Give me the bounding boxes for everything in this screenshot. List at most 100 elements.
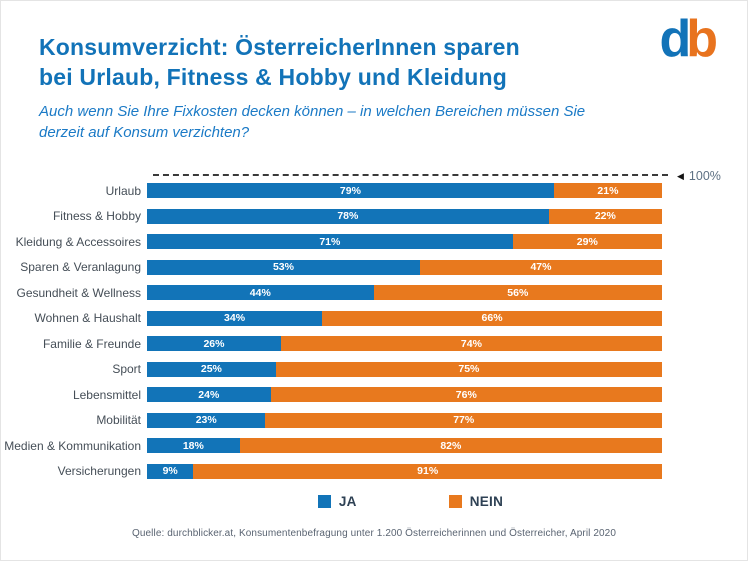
bar-rows-container: Urlaub 79% 21% Fitness & Hobby 78% 22% Kleidun…: [1, 178, 747, 484]
legend-item-ja: JA: [317, 494, 357, 509]
chart-row: Urlaub 79% 21%: [1, 178, 747, 204]
value-label: 26%: [203, 337, 225, 350]
value-label: 9%: [162, 465, 178, 478]
chart-row: Gesundheit & Wellness 44% 56%: [1, 280, 747, 306]
category-label: Medien & Kommunikation: [4, 438, 141, 453]
bar-segment-nein: 76%: [270, 387, 662, 403]
legend-label-nein: NEIN: [469, 494, 504, 509]
bar-segment-ja: 26%: [147, 336, 281, 352]
durchblicker-logo: db: [659, 10, 718, 68]
category-label: Sport: [112, 362, 141, 377]
bar-segment-ja: 9%: [147, 463, 194, 479]
value-label: 25%: [200, 363, 222, 376]
bar-track: 23% 77%: [147, 412, 662, 428]
value-label: 74%: [460, 337, 482, 350]
legend-item-nein: NEIN: [448, 494, 504, 509]
category-label: Mobilität: [96, 413, 141, 428]
bar-track: 44% 56%: [147, 285, 662, 301]
value-label: 79%: [339, 184, 361, 197]
bar-segment-ja: 79%: [147, 183, 554, 199]
bar-track: 71% 29%: [147, 234, 662, 250]
reference-line-100pct: [153, 174, 668, 176]
page-title-line-2: bei Urlaub, Fitness & Hobby und Kleidung: [39, 64, 508, 90]
footer: Quelle: durchblicker.at, Konsumentenbefr…: [1, 528, 747, 539]
bar-segment-nein: 47%: [419, 259, 662, 275]
value-label: 47%: [530, 261, 552, 274]
category-label: Familie & Freunde: [42, 336, 141, 351]
category-label: Lebensmittel: [72, 387, 141, 402]
value-label: 34%: [224, 312, 246, 325]
stacked-bar-chart: ◀ 100% Urlaub 79% 21% Fitness & Hobby 78% 22%…: [1, 164, 747, 509]
value-label: 76%: [455, 388, 477, 401]
category-label: Versicherungen: [57, 464, 141, 479]
bar-track: 34% 66%: [147, 310, 662, 326]
category-label: Kleidung & Accessoires: [15, 234, 141, 249]
bar-segment-nein: 56%: [373, 285, 662, 301]
bar-segment-ja: 78%: [147, 208, 549, 224]
chart-row: Sport 25% 75%: [1, 357, 747, 383]
bar-segment-ja: 25%: [147, 361, 276, 377]
category-label: Fitness & Hobby: [52, 209, 141, 224]
bar-track: 53% 47%: [147, 259, 662, 275]
value-label: 77%: [453, 414, 475, 427]
survey-question-subtitle: Auch wenn Sie Ihre Fixkosten decken könn…: [39, 101, 711, 143]
bar-segment-ja: 53%: [147, 259, 420, 275]
value-label: 29%: [576, 235, 598, 248]
page-title: Konsumverzicht: ÖsterreicherInnen sparen…: [39, 32, 711, 92]
bar-track: 78% 22%: [147, 208, 662, 224]
reference-line-label: ◀ 100%: [677, 169, 721, 183]
bar-segment-ja: 23%: [147, 412, 266, 428]
value-label: 24%: [198, 388, 220, 401]
left-triangle-icon: ◀: [677, 170, 684, 181]
value-label: 53%: [272, 261, 294, 274]
bar-segment-ja: 44%: [147, 285, 374, 301]
chart-row: Mobilität 23% 77%: [1, 408, 747, 434]
source-note: Quelle: durchblicker.at, Konsumentenbefr…: [131, 528, 617, 539]
logo-letter-d: d: [659, 10, 691, 68]
bar-segment-ja: 18%: [147, 438, 240, 454]
chart-row: Lebensmittel 24% 76%: [1, 382, 747, 408]
chart-legend: JA NEIN: [153, 494, 668, 509]
value-label: 56%: [507, 286, 529, 299]
bar-segment-nein: 91%: [193, 463, 662, 479]
value-label: 21%: [597, 184, 619, 197]
reference-line-row: ◀ 100%: [1, 164, 747, 183]
chart-row: Fitness & Hobby 78% 22%: [1, 204, 747, 230]
reference-line-value: 100%: [688, 169, 721, 183]
bar-segment-ja: 34%: [147, 310, 323, 326]
chart-row: Kleidung & Accessoires 71% 29%: [1, 229, 747, 255]
bar-segment-nein: 21%: [553, 183, 662, 199]
chart-row: Wohnen & Haushalt 34% 66%: [1, 306, 747, 332]
bar-track: 26% 74%: [147, 336, 662, 352]
value-label: 71%: [319, 235, 341, 248]
bar-track: 9% 91%: [147, 463, 662, 479]
category-label: Sparen & Veranlagung: [20, 260, 141, 275]
value-label: 75%: [458, 363, 480, 376]
bar-segment-nein: 75%: [275, 361, 662, 377]
value-label: 23%: [195, 414, 217, 427]
chart-row: Familie & Freunde 26% 74%: [1, 331, 747, 357]
chart-row: Sparen & Veranlagung 53% 47%: [1, 255, 747, 281]
nein-color-swatch: [448, 495, 462, 508]
bar-track: 25% 75%: [147, 361, 662, 377]
bar-track: 18% 82%: [147, 438, 662, 454]
bar-track: 24% 76%: [147, 387, 662, 403]
value-label: 22%: [594, 210, 616, 223]
value-label: 18%: [182, 439, 204, 452]
value-label: 91%: [417, 465, 439, 478]
chart-row: Medien & Kommunikation 18% 82%: [1, 433, 747, 459]
bar-segment-nein: 29%: [512, 234, 662, 250]
bar-segment-ja: 24%: [147, 387, 271, 403]
bar-segment-nein: 22%: [548, 208, 662, 224]
subtitle-line-2: derzeit auf Konsum verzichten?: [39, 124, 250, 141]
value-label: 78%: [337, 210, 359, 223]
logo-letter-b: b: [686, 10, 718, 68]
value-label: 82%: [440, 439, 462, 452]
category-label: Urlaub: [105, 183, 141, 198]
bar-segment-nein: 66%: [322, 310, 662, 326]
header: db Konsumverzicht: ÖsterreicherInnen spa…: [1, 1, 747, 143]
bar-track: 79% 21%: [147, 183, 662, 199]
category-label: Wohnen & Haushalt: [34, 311, 141, 326]
ja-color-swatch: [317, 495, 331, 508]
bar-segment-nein: 77%: [265, 412, 662, 428]
